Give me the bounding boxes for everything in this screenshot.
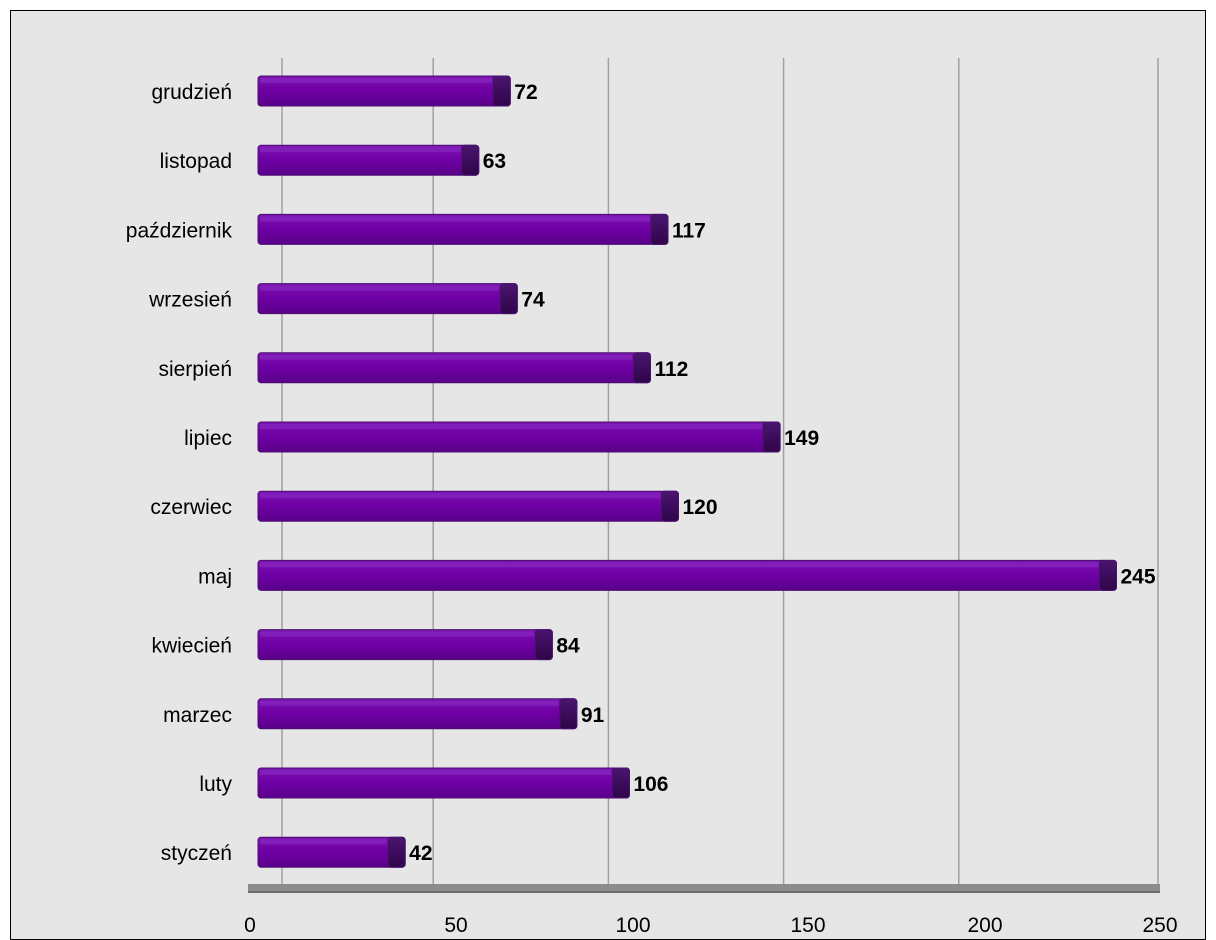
x-tick-label-150: 150 [790,914,825,936]
data-label-marzec: 91 [581,704,605,727]
bar-highlight-listopad [260,147,461,153]
x-axis [248,884,1160,893]
x-tick-label-250: 250 [1142,914,1177,936]
bar-cap-lipiec [762,421,781,453]
data-label-styczeń: 42 [409,842,432,865]
data-label-sierpień: 112 [654,358,688,381]
data-labels: 42 106 91 84 245 120 149 112 74 117 63 72 [409,81,1156,865]
data-label-październik: 117 [672,219,706,242]
data-label-kwiecień: 84 [556,635,580,658]
category-label-październik: październik [126,219,233,242]
bar-highlight-czerwiec [260,493,661,499]
bars [257,75,1117,868]
bar-cap-maj [1098,559,1117,591]
category-label-sierpień: sierpień [158,358,232,381]
bar-highlight-maj [260,562,1099,568]
data-label-listopad: 63 [483,150,506,173]
bar-highlight-marzec [260,700,559,706]
category-label-kwiecień: kwiecień [151,635,232,658]
x-tick-label-50: 50 [444,914,467,936]
bar-highlight-lipiec [260,424,763,429]
bar-highlight-wrzesień [260,285,500,291]
bar-cap-kwiecień [534,629,553,661]
category-label-grudzień: grudzień [151,81,232,104]
x-axis-shadow [248,891,1160,893]
category-label-czerwiec: czerwiec [150,496,232,519]
x-tick-label-0: 0 [244,914,256,936]
data-label-czerwiec: 120 [682,496,717,519]
bar-cap-styczeń [387,836,406,868]
category-label-maj: maj [198,565,232,588]
category-label-wrzesień: wrzesień [148,289,232,312]
gridlines [281,58,1159,884]
bar-highlight-grudzień [260,78,493,83]
bar-highlight-styczeń [260,839,388,845]
category-label-listopad: listopad [160,150,232,173]
bar-cap-czerwiec [660,490,679,522]
bar-cap-luty [611,767,630,799]
x-tick-labels: 0 50 100 150 200 250 [244,914,1177,936]
category-label-lipiec: lipiec [184,427,232,450]
data-label-luty: 106 [633,773,668,796]
category-label-styczeń: styczeń [161,842,232,865]
x-axis-line [248,884,1160,891]
bar-highlight-sierpień [260,354,633,360]
x-tick-label-200: 200 [967,914,1002,936]
bar-cap-listopad [461,144,480,176]
x-tick-label-100: 100 [615,914,650,936]
bar-cap-grudzień [492,75,511,107]
category-label-marzec: marzec [163,704,232,727]
bar-cap-marzec [559,698,578,730]
data-label-maj: 245 [1120,565,1155,588]
bar-cap-październik [650,213,669,245]
bar-cap-sierpień [632,352,651,384]
category-label-luty: luty [199,773,232,796]
bar-highlight-kwiecień [260,631,535,637]
data-label-grudzień: 72 [514,81,537,104]
bar-highlight-luty [260,770,612,775]
bar-highlight-październik [260,216,650,222]
category-labels: styczeń luty marzec kwiecień maj czerwiec lipi… [126,81,233,865]
data-label-lipiec: 149 [784,427,819,450]
data-label-wrzesień: 74 [521,289,545,312]
bar-cap-wrzesień [499,283,518,315]
